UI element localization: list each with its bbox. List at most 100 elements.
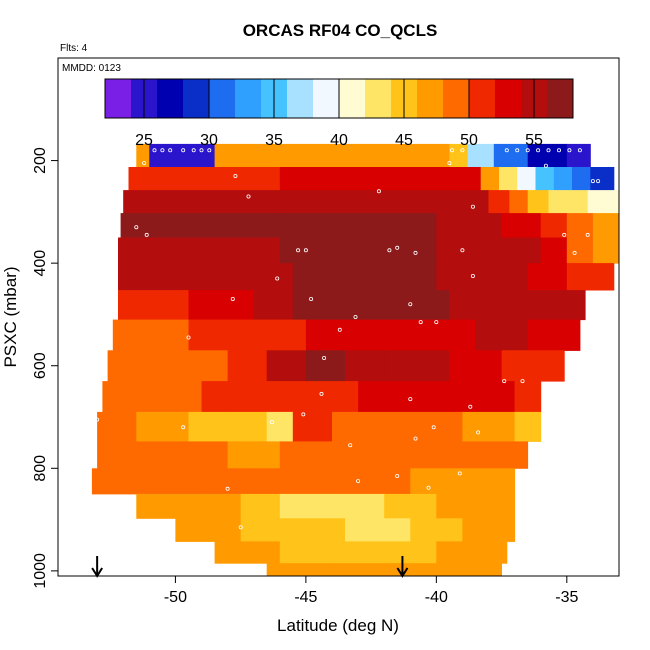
heatmap-cell <box>436 563 502 577</box>
sample-marker <box>191 148 196 153</box>
sample-marker <box>356 479 361 484</box>
heatmap-cell <box>112 319 189 351</box>
sample-marker <box>504 148 509 153</box>
heatmap-cell <box>480 167 500 191</box>
colorbar-segment <box>235 79 262 118</box>
sample-marker <box>523 540 528 545</box>
heatmap-cell <box>566 190 589 214</box>
colorbar-tick-label: 55 <box>525 132 543 149</box>
heatmap-cell <box>410 468 463 495</box>
colorbar-segment <box>183 79 210 118</box>
heatmap-cell <box>279 541 333 564</box>
colorbar-segment <box>365 79 392 118</box>
sample-marker <box>408 302 413 307</box>
sample-marker <box>348 443 353 448</box>
colorbar-segment <box>313 79 340 118</box>
sample-marker <box>319 391 324 396</box>
heatmap-cell <box>332 493 385 519</box>
colorbar-tick-label: 40 <box>330 132 348 149</box>
sample-marker <box>395 473 400 478</box>
sample-marker <box>269 420 274 425</box>
heatmap-cell <box>332 143 450 168</box>
sample-marker <box>596 179 601 184</box>
sample-marker <box>207 148 212 153</box>
heatmap-cell <box>332 541 385 564</box>
heatmap-cell <box>540 237 568 264</box>
sample-marker <box>230 296 235 301</box>
heatmap-cell <box>410 518 463 542</box>
sample-marker <box>275 276 280 281</box>
heatmap-cell <box>136 143 150 168</box>
sample-marker <box>543 163 548 168</box>
heatmap-cell <box>501 290 586 321</box>
sample-marker <box>515 148 520 153</box>
heatmap-cell <box>97 441 176 469</box>
sample-marker <box>225 486 230 491</box>
heatmap-cell <box>501 350 565 382</box>
heatmap-cell <box>566 263 615 291</box>
heatmap-cell <box>240 319 307 351</box>
colorbar-segment <box>443 79 470 118</box>
heatmap-cell <box>175 441 229 469</box>
heatmap-cell <box>436 237 502 264</box>
sample-marker <box>418 320 423 325</box>
sample-marker <box>301 412 306 417</box>
sample-marker <box>134 225 139 230</box>
colorbar-segment <box>287 79 314 118</box>
heatmap-cell <box>527 263 568 291</box>
heatmap-cell <box>517 167 536 191</box>
date-label: MMDD: 0123 <box>62 63 121 74</box>
heatmap-cell <box>266 563 333 577</box>
sample-marker <box>470 273 475 278</box>
sample-marker <box>447 161 452 166</box>
heatmap-cell <box>488 493 516 519</box>
sample-marker <box>434 320 439 325</box>
heatmap-cell <box>535 167 555 191</box>
sample-marker <box>476 430 481 435</box>
heatmap-cell <box>397 290 450 321</box>
sample-marker <box>144 232 149 237</box>
heatmap-cell <box>266 350 307 382</box>
x-tick-label: -50 <box>164 589 187 606</box>
colorbar-tick-label: 45 <box>395 132 413 149</box>
colorbar-segment <box>547 79 574 118</box>
sample-marker <box>525 148 530 153</box>
colorbar-segment <box>157 79 184 118</box>
heatmap-cell <box>136 411 189 442</box>
heatmap-cell <box>488 190 510 214</box>
heatmap-cell <box>358 290 398 321</box>
heatmap-cell <box>175 468 255 495</box>
sample-marker <box>557 148 562 153</box>
heatmap-cell <box>120 213 281 238</box>
y-tick-label: 800 <box>32 455 49 482</box>
sample-marker <box>337 327 342 332</box>
heatmap-cell <box>384 541 437 564</box>
heatmap-cell <box>305 190 463 214</box>
x-tick-label: -35 <box>555 589 578 606</box>
heatmap-cell <box>118 290 189 321</box>
heatmap-cell <box>305 350 346 382</box>
heatmap-cell <box>467 143 495 168</box>
heatmap-cell <box>436 541 508 564</box>
heatmap-cell <box>566 143 591 168</box>
heatmap-cell <box>136 493 202 519</box>
heatmap-cell <box>493 143 529 168</box>
heatmap-cell <box>227 411 268 442</box>
sample-marker <box>168 148 173 153</box>
sample-marker <box>296 248 301 253</box>
sample-marker <box>199 148 204 153</box>
heatmap-cell <box>240 493 281 519</box>
sample-marker <box>577 148 582 153</box>
heatmap-cell <box>499 167 518 191</box>
plot-frame <box>57 57 620 577</box>
sample-marker <box>395 245 400 250</box>
heatmap-cell <box>201 381 281 413</box>
flights-label: Flts: 4 <box>60 43 88 54</box>
heatmap-cell <box>332 468 411 495</box>
heatmap-cell <box>501 237 542 264</box>
sample-marker <box>181 425 186 430</box>
heatmap-cell <box>553 167 573 191</box>
heatmap-cell <box>384 493 437 519</box>
heatmap-cell <box>292 411 333 442</box>
